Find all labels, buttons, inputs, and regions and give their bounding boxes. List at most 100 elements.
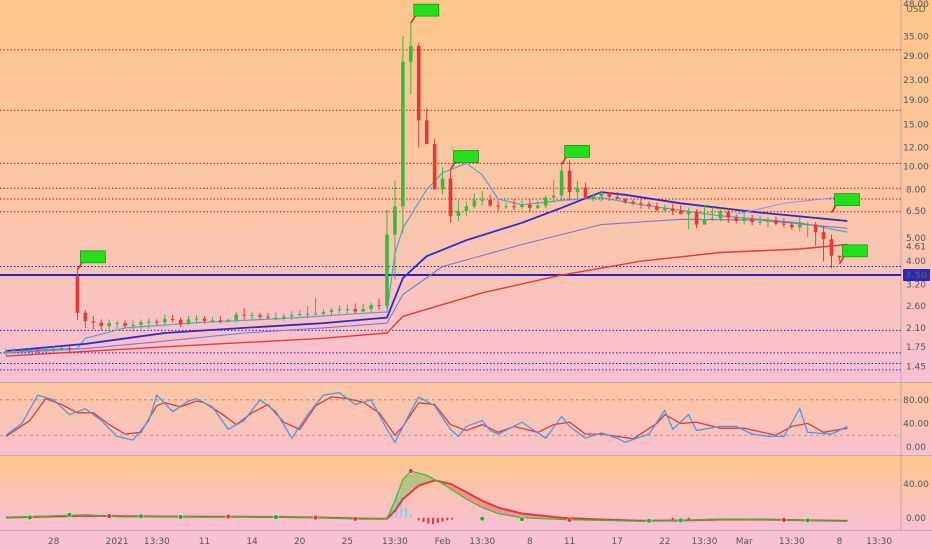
moving-average-line[interactable] bbox=[5, 191, 848, 352]
candle[interactable] bbox=[432, 139, 437, 190]
candle[interactable] bbox=[440, 167, 445, 195]
momentum-main-line[interactable] bbox=[5, 470, 848, 522]
candle[interactable] bbox=[329, 307, 334, 315]
candle[interactable] bbox=[813, 221, 818, 246]
moving-average-line[interactable] bbox=[5, 243, 848, 357]
candle[interactable] bbox=[12, 347, 16, 353]
candle[interactable] bbox=[274, 312, 278, 321]
price-flag[interactable] bbox=[449, 150, 479, 170]
candle[interactable] bbox=[67, 346, 72, 352]
candle[interactable] bbox=[369, 302, 373, 313]
candle[interactable] bbox=[28, 348, 32, 353]
candle[interactable] bbox=[266, 312, 270, 320]
candle[interactable] bbox=[139, 319, 143, 329]
candle[interactable] bbox=[75, 269, 80, 320]
price-flag[interactable] bbox=[838, 244, 868, 265]
candle[interactable] bbox=[774, 216, 778, 226]
momentum-pane[interactable]: 40.00 0.00 bbox=[5, 468, 929, 525]
candle[interactable] bbox=[258, 312, 262, 320]
candle[interactable] bbox=[623, 198, 627, 205]
candle[interactable] bbox=[107, 319, 111, 329]
candle[interactable] bbox=[115, 320, 119, 329]
candle[interactable] bbox=[742, 212, 746, 225]
candle[interactable] bbox=[448, 169, 453, 223]
candle[interactable] bbox=[424, 108, 429, 145]
candle[interactable] bbox=[805, 221, 810, 238]
candle[interactable] bbox=[401, 35, 405, 234]
candle[interactable] bbox=[678, 205, 683, 215]
candle[interactable] bbox=[321, 309, 326, 315]
oscillator-pane[interactable]: 80.00 40.00 0.00 bbox=[0, 392, 929, 453]
candle[interactable] bbox=[575, 180, 580, 201]
candle[interactable] bbox=[250, 311, 254, 320]
candle[interactable] bbox=[51, 345, 56, 353]
candle[interactable] bbox=[567, 160, 572, 201]
candle[interactable] bbox=[639, 199, 643, 209]
candle[interactable] bbox=[4, 347, 8, 356]
candle[interactable] bbox=[155, 319, 159, 326]
candle[interactable] bbox=[758, 215, 762, 226]
oscillator-k-line[interactable] bbox=[5, 392, 848, 444]
candle[interactable] bbox=[734, 214, 739, 224]
candle[interactable] bbox=[726, 208, 731, 223]
candle[interactable] bbox=[464, 201, 469, 216]
candle[interactable] bbox=[282, 313, 286, 321]
candle[interactable] bbox=[694, 209, 699, 229]
candle[interactable] bbox=[218, 315, 223, 324]
candle[interactable] bbox=[559, 164, 564, 201]
candlesticks[interactable] bbox=[4, 23, 842, 356]
candle[interactable] bbox=[59, 346, 64, 352]
candle[interactable] bbox=[416, 42, 421, 148]
candle[interactable] bbox=[504, 202, 508, 210]
candle[interactable] bbox=[655, 202, 659, 212]
candle[interactable] bbox=[797, 217, 802, 232]
moving-average-line[interactable] bbox=[5, 218, 848, 354]
candle[interactable] bbox=[702, 204, 707, 225]
candle[interactable] bbox=[829, 234, 834, 269]
candle[interactable] bbox=[480, 190, 485, 206]
candle[interactable] bbox=[718, 207, 723, 222]
candle[interactable] bbox=[670, 204, 675, 216]
candle[interactable] bbox=[520, 200, 524, 209]
price-flag[interactable] bbox=[410, 3, 440, 24]
candle[interactable] bbox=[393, 180, 397, 280]
candle[interactable] bbox=[83, 309, 88, 328]
candle[interactable] bbox=[766, 217, 770, 228]
candle[interactable] bbox=[790, 221, 794, 230]
candle[interactable] bbox=[20, 347, 24, 353]
candle[interactable] bbox=[170, 314, 175, 323]
candle[interactable] bbox=[456, 200, 461, 221]
candle[interactable] bbox=[194, 314, 199, 324]
candle[interactable] bbox=[615, 192, 619, 200]
candle[interactable] bbox=[337, 305, 342, 314]
candle[interactable] bbox=[43, 346, 48, 353]
candle[interactable] bbox=[472, 193, 477, 209]
candle[interactable] bbox=[409, 23, 413, 95]
candle[interactable] bbox=[202, 315, 207, 324]
candle[interactable] bbox=[234, 311, 238, 323]
candle[interactable] bbox=[631, 199, 635, 206]
candle[interactable] bbox=[647, 201, 651, 210]
candle[interactable] bbox=[345, 304, 350, 314]
candle[interactable] bbox=[178, 317, 183, 327]
candle[interactable] bbox=[147, 318, 151, 329]
candle[interactable] bbox=[353, 303, 358, 314]
candle[interactable] bbox=[599, 191, 604, 202]
time-axis[interactable]: 28 2021 13:30 11 14 20 25 13:30 Feb 13:30 8 11 17 22 1… bbox=[48, 537, 892, 547]
candle[interactable] bbox=[512, 198, 516, 211]
candle[interactable] bbox=[186, 315, 191, 326]
candle[interactable] bbox=[663, 204, 667, 212]
price-flag[interactable] bbox=[830, 193, 860, 214]
candle[interactable] bbox=[536, 200, 540, 210]
candle[interactable] bbox=[289, 311, 294, 320]
candle[interactable] bbox=[242, 308, 246, 320]
candle[interactable] bbox=[837, 255, 842, 262]
candle[interactable] bbox=[821, 225, 826, 262]
candle[interactable] bbox=[782, 218, 786, 228]
candle[interactable] bbox=[551, 179, 556, 203]
candle[interactable] bbox=[35, 348, 40, 353]
candle[interactable] bbox=[710, 207, 715, 221]
candle[interactable] bbox=[543, 195, 548, 209]
candle[interactable] bbox=[91, 315, 96, 330]
